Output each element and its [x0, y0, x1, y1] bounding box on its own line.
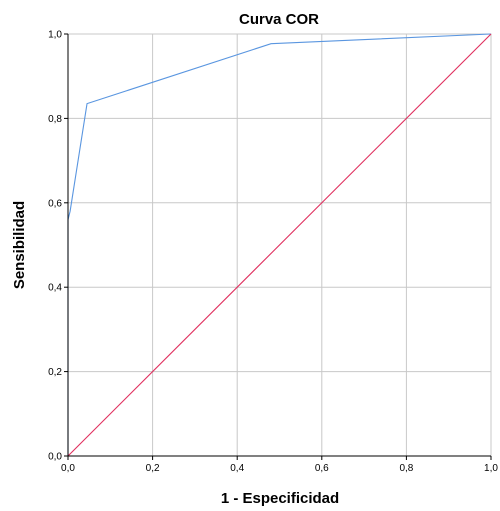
x-tick-label: 1,0	[484, 463, 498, 474]
y-tick-label: 0,2	[48, 367, 62, 378]
y-tick-label: 0,8	[48, 114, 62, 125]
y-tick-label: 1,0	[48, 30, 62, 41]
y-tick-labels: 0,0 0,2 0,4 0,6 0,8 1,0	[48, 30, 68, 463]
x-tick-labels: 0,0 0,2 0,4 0,6 0,8 1,0	[61, 456, 498, 474]
x-tick-label: 0,8	[399, 463, 413, 474]
x-axis-label: 1 - Especificidad	[221, 490, 339, 507]
y-tick-label: 0,4	[48, 283, 62, 294]
series-lines	[67, 33, 492, 457]
y-tick-label: 0,0	[48, 452, 62, 463]
y-axis-label: Sensibilidad	[11, 201, 28, 289]
y-tick-label: 0,6	[48, 198, 62, 209]
axes	[67, 34, 491, 457]
reference-diagonal-line	[67, 33, 492, 457]
x-tick-label: 0,4	[230, 463, 244, 474]
x-tick-label: 0,2	[146, 463, 160, 474]
chart-title: Curva COR	[239, 11, 319, 28]
x-tick-label: 0,0	[61, 463, 75, 474]
x-tick-label: 0,6	[315, 463, 329, 474]
